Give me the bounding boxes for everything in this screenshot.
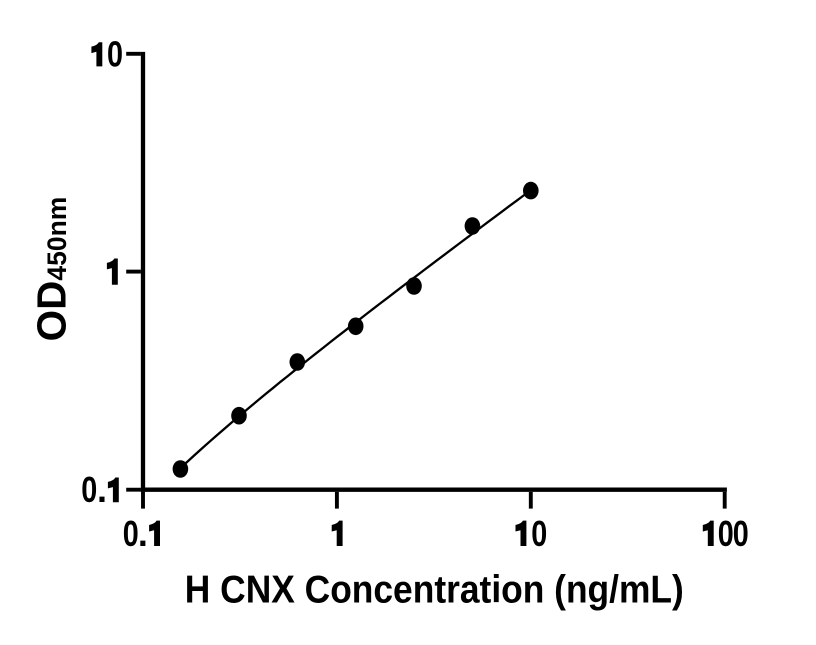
svg-text:0: 0 <box>123 513 139 554</box>
svg-text:0: 0 <box>107 33 123 74</box>
svg-text:0: 0 <box>733 513 749 554</box>
svg-text:0: 0 <box>531 513 547 554</box>
svg-text:0: 0 <box>718 513 734 554</box>
svg-text:H CNX Concentration (ng/mL): H CNX Concentration (ng/mL) <box>185 569 684 612</box>
svg-text:.: . <box>97 469 107 510</box>
svg-text:.: . <box>138 513 148 554</box>
svg-text:0: 0 <box>81 469 97 510</box>
